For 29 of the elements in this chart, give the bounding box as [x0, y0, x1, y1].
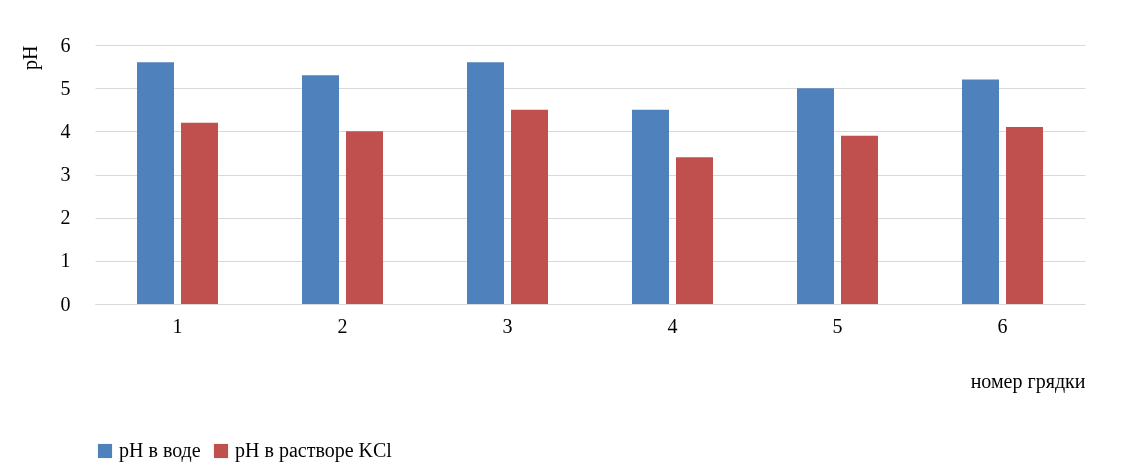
legend-label: pH в воде: [119, 439, 201, 462]
bar: [962, 79, 999, 304]
y-tick-label: 4: [60, 119, 71, 142]
y-tick-label: 5: [60, 76, 71, 99]
y-tick-label: 2: [60, 206, 71, 229]
bar: [137, 62, 174, 304]
y-tick-label: 0: [60, 292, 71, 315]
bar: [632, 109, 669, 304]
bar: [676, 157, 713, 304]
x-tick-label: 5: [832, 314, 843, 337]
bar: [346, 131, 383, 304]
x-tick-label: 4: [667, 314, 678, 337]
x-tick-label: 1: [172, 314, 183, 337]
bar: [302, 75, 339, 304]
y-axis-title: pH: [18, 45, 42, 70]
y-tick-label: 1: [60, 249, 71, 272]
x-tick-label: 3: [502, 314, 513, 337]
y-tick-label: 6: [60, 33, 71, 56]
bar: [797, 88, 834, 304]
x-axis-title: номер грядки: [970, 369, 1086, 393]
x-tick-label: 6: [997, 314, 1008, 337]
bar: [511, 109, 548, 304]
bar: [1006, 127, 1043, 304]
legend-label: pH в растворе KCl: [235, 439, 393, 462]
x-tick-label: 2: [337, 314, 348, 337]
bar: [841, 135, 878, 304]
bar: [181, 122, 218, 304]
bar: [467, 62, 504, 304]
y-tick-label: 3: [60, 163, 71, 185]
